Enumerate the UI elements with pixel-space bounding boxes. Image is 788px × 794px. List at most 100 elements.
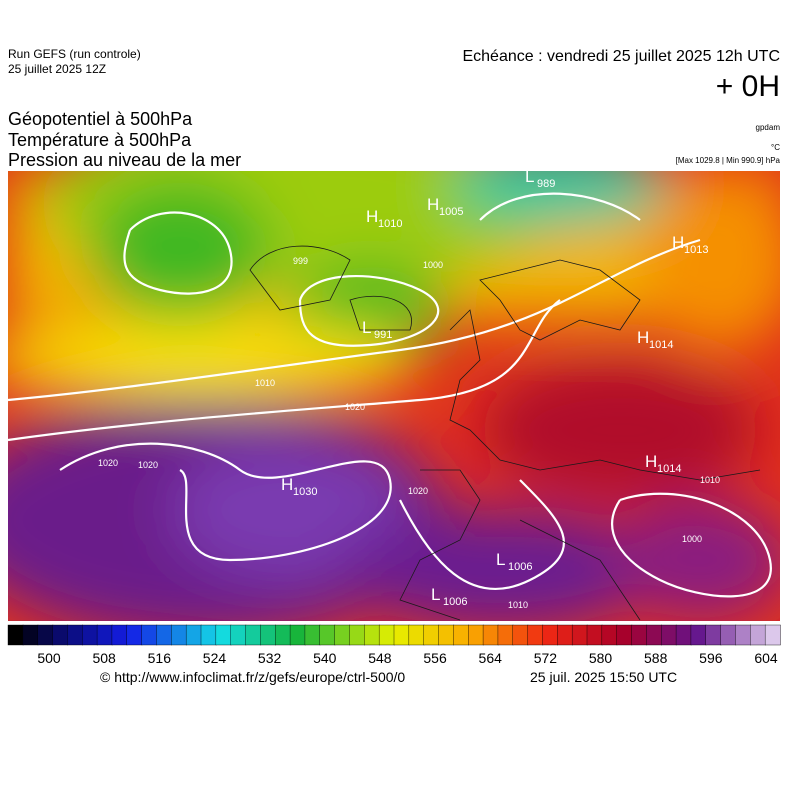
colorbar-swatch [571, 624, 588, 646]
colorbar-swatch [22, 624, 39, 646]
colorbar-tick-label: 604 [754, 650, 778, 666]
colorbar-swatch [230, 624, 247, 646]
isobar-label: 1020 [345, 402, 365, 412]
colorbar-tick-label: 588 [644, 650, 668, 666]
pressure-center: H 1013 [672, 233, 708, 256]
colorbar-swatch [334, 624, 351, 646]
colorbar-swatch [750, 624, 766, 646]
colorbar-swatch [275, 624, 291, 646]
unit: °C [771, 143, 780, 152]
center-value: 991 [374, 329, 392, 341]
colorbar-tick-label: 596 [699, 650, 723, 666]
unit: gpdam [756, 123, 781, 132]
colorbar-swatch [705, 624, 722, 646]
center-value: 1010 [378, 218, 402, 230]
colorbar-swatch [675, 624, 692, 646]
isobar-label: 1010 [508, 600, 528, 610]
colorbar-swatch [438, 624, 455, 646]
pressure-center: H 1005 [427, 195, 463, 218]
colorbar-swatch [319, 624, 336, 646]
center-kind: L [431, 585, 440, 604]
colorbar-swatch [96, 624, 113, 646]
center-kind: H [637, 328, 649, 347]
colorbar-swatch [423, 624, 440, 646]
pressure-center: L 1006 [431, 585, 467, 608]
center-kind: L [362, 318, 371, 337]
center-value: 1014 [657, 463, 681, 475]
colorbar-swatch [542, 624, 559, 646]
colorbar-swatch [408, 624, 425, 646]
colorbar-tick-label: 500 [37, 650, 61, 666]
pressure-center: H 1030 [281, 475, 317, 498]
colorbar-swatch [557, 624, 573, 646]
colorbar-swatch [260, 624, 276, 646]
colorbar-tick-label: 548 [368, 650, 392, 666]
center-kind: H [672, 233, 684, 252]
colorbar-tick-label: 508 [92, 650, 116, 666]
footer-generated: 25 juil. 2025 15:50 UTC [530, 669, 677, 685]
center-kind: L [496, 550, 505, 569]
colorbar-swatch [512, 624, 529, 646]
footer-source: © http://www.infoclimat.fr/z/gefs/europe… [100, 669, 405, 685]
center-value: 1006 [443, 596, 467, 608]
colorbar-swatch [7, 624, 24, 646]
isobar-label: 1000 [423, 260, 443, 270]
colorbar-swatch [111, 624, 128, 646]
colorbar-swatch [764, 624, 781, 646]
isobar-label: 1020 [138, 460, 158, 470]
colorbar-tick-label: 572 [534, 650, 558, 666]
colorbar-swatch [156, 624, 173, 646]
title: Température à 500hPa [8, 130, 192, 150]
colorbar-swatch [126, 624, 143, 646]
colorbar-swatch [646, 624, 662, 646]
colorbar-tick-label: 580 [589, 650, 613, 666]
colorbar-swatch [497, 624, 514, 646]
colorbar-swatch [482, 624, 499, 646]
center-value: 1005 [439, 206, 463, 218]
colorbar-swatch [185, 624, 202, 646]
colorbar-swatch [67, 624, 83, 646]
colorbar-swatch [393, 624, 410, 646]
colorbar-tick-label: 540 [313, 650, 337, 666]
colorbar-swatch [631, 624, 648, 646]
colorbar-swatch [735, 624, 752, 646]
pressure-center: H 1014 [637, 328, 673, 351]
colorbar-tick-label: 532 [258, 650, 282, 666]
colorbar-tick-label: 556 [423, 650, 447, 666]
colorbar-swatch [304, 624, 321, 646]
colorbar-tick-label: 564 [479, 650, 503, 666]
colorbar-tick-label: 516 [148, 650, 172, 666]
colorbar-swatch [215, 624, 232, 646]
center-kind: L [525, 167, 534, 186]
center-kind: H [645, 452, 657, 471]
isobar-label: 1010 [700, 475, 720, 485]
center-value: 989 [537, 178, 555, 190]
isobar-label: 1000 [682, 534, 702, 544]
center-value: 1013 [684, 244, 708, 256]
pressure-center: L 1006 [496, 550, 532, 573]
colorbar-swatch [37, 624, 54, 646]
isobar-label: 999 [293, 256, 308, 266]
colorbar-tick-label: 524 [203, 650, 227, 666]
center-kind: H [281, 475, 293, 494]
run-date: 25 juillet 2025 12Z [8, 62, 106, 76]
valid-time: Echéance : vendredi 25 juillet 2025 12h … [462, 48, 780, 65]
unit: [Max 1029.8 | Min 990.9] hPa [676, 156, 781, 165]
lead-time: + 0H [716, 70, 780, 103]
colorbar-swatch [586, 624, 603, 646]
colorbar-swatch [364, 624, 380, 646]
colorbar-swatch [601, 624, 618, 646]
center-value: 1006 [508, 561, 532, 573]
colorbar-swatch [245, 624, 262, 646]
colorbar-swatch [171, 624, 187, 646]
pressure-center: H 1014 [645, 452, 681, 475]
colorbar-swatch [661, 624, 677, 646]
colorbar-swatch [468, 624, 484, 646]
title: Géopotentiel à 500hPa [8, 109, 193, 129]
colorbar-swatch [527, 624, 544, 646]
center-value: 1014 [649, 339, 673, 351]
pressure-center: L 991 [362, 318, 392, 341]
colorbar-swatch [720, 624, 737, 646]
isobar-label: 1020 [98, 458, 118, 468]
